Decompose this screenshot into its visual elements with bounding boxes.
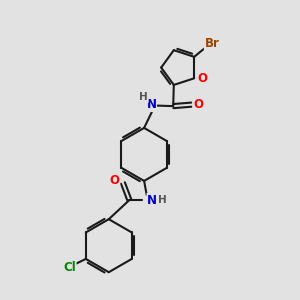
Text: O: O (110, 173, 120, 187)
Text: O: O (193, 98, 203, 111)
Text: H: H (158, 195, 167, 205)
Text: H: H (140, 92, 148, 102)
Text: O: O (197, 72, 208, 85)
Text: Br: Br (204, 37, 219, 50)
Text: N: N (146, 98, 156, 111)
Text: Cl: Cl (63, 261, 76, 274)
Text: N: N (147, 194, 157, 207)
